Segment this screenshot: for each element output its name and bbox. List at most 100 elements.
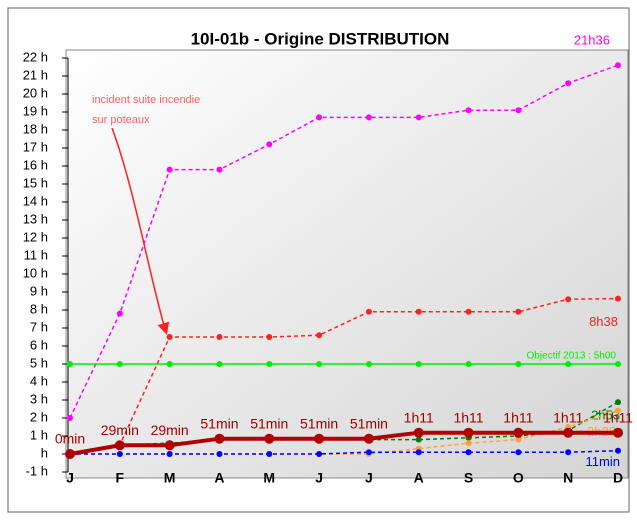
data-label: 0min <box>55 431 85 447</box>
data-point <box>65 449 75 459</box>
data-point <box>515 361 522 367</box>
data-point <box>216 334 223 340</box>
series-line <box>70 449 619 455</box>
x-tick-label: J <box>66 470 74 486</box>
data-point <box>266 361 273 367</box>
y-tick-label: 1 h <box>30 427 48 442</box>
data-point <box>316 451 323 457</box>
y-tick-label: -1 h <box>26 463 48 478</box>
data-point <box>365 449 372 456</box>
x-tick-label: F <box>116 470 125 486</box>
series-line <box>69 64 619 419</box>
y-tick-label: 18 h <box>23 121 48 136</box>
y-tick-label: 7 h <box>30 319 48 334</box>
data-point <box>166 166 173 173</box>
data-point <box>67 415 73 421</box>
y-tick-label: 15 h <box>23 175 48 190</box>
data-point <box>515 449 522 456</box>
data-label: 51min <box>200 415 238 431</box>
data-point <box>314 433 325 444</box>
x-tick-label: N <box>563 470 573 486</box>
y-tick-label: 9 h <box>30 283 48 298</box>
data-point <box>515 308 522 315</box>
y-tick-label: 8 h <box>30 301 48 316</box>
data-point <box>316 361 323 367</box>
x-tick-label: A <box>414 470 424 486</box>
y-tick-label: 19 h <box>23 103 48 118</box>
data-point <box>166 334 173 340</box>
data-label: 51min <box>300 415 338 431</box>
x-tick-label: M <box>263 470 275 486</box>
data-point <box>415 361 422 367</box>
data-point <box>465 449 472 456</box>
y-tick-label: 14 h <box>23 193 48 208</box>
y-tick-label: 17 h <box>23 139 48 154</box>
data-point <box>214 433 225 444</box>
data-point <box>67 361 73 367</box>
plot-area <box>65 49 629 479</box>
series-line <box>69 297 619 455</box>
y-tick-label: 16 h <box>23 157 48 172</box>
data-point <box>116 310 123 317</box>
data-point <box>266 334 273 340</box>
data-point <box>216 166 223 173</box>
data-point <box>615 399 621 406</box>
annotation: incident suite incendie sur poteaux <box>92 94 200 126</box>
data-point <box>216 361 223 367</box>
data-point <box>515 436 522 443</box>
x-tick-label: J <box>315 470 323 486</box>
data-label: 1h11 <box>503 409 533 425</box>
y-tick-label: 13 h <box>23 211 48 226</box>
data-point <box>415 308 422 315</box>
data-point <box>615 361 621 367</box>
y-tick-label: 2 h <box>30 409 48 424</box>
data-point <box>316 332 323 339</box>
data-point <box>615 407 621 414</box>
data-point <box>114 440 125 451</box>
data-label: 11min <box>586 454 620 469</box>
data-point <box>565 449 572 456</box>
data-point <box>465 361 472 367</box>
data-point <box>415 449 422 456</box>
data-point <box>565 296 572 303</box>
data-label: 1h11 <box>553 409 583 425</box>
data-label: Objectif 2013 : 5h00 <box>526 351 616 362</box>
data-point <box>365 308 372 315</box>
data-point <box>266 451 273 457</box>
data-point <box>465 308 472 315</box>
data-label: 8h38 <box>589 314 618 329</box>
data-point <box>116 361 123 367</box>
data-point <box>166 361 173 367</box>
data-label: 51min <box>350 415 388 431</box>
data-point <box>164 440 175 451</box>
data-point <box>365 114 372 121</box>
data-label: 51min <box>250 415 288 431</box>
x-tick-label: D <box>613 470 623 486</box>
data-point <box>316 114 323 121</box>
data-label: 1h11 <box>603 409 633 425</box>
data-point <box>363 433 374 444</box>
data-label: 29min <box>151 422 189 438</box>
y-tick-label: 10 h <box>23 265 48 280</box>
x-tick-label: A <box>214 470 224 486</box>
y-tick-label: 3 h <box>30 391 48 406</box>
data-point <box>565 361 572 367</box>
data-point <box>565 80 572 87</box>
data-point <box>613 427 623 438</box>
y-tick-label: 22 h <box>23 49 48 64</box>
data-point <box>264 433 275 444</box>
data-label: 1h11 <box>404 409 434 425</box>
data-point <box>266 141 273 148</box>
data-point <box>365 361 372 367</box>
x-tick-label: J <box>365 470 373 486</box>
data-label: 1h11 <box>453 409 483 425</box>
y-tick-label: 12 h <box>23 229 48 244</box>
data-label: 29min <box>101 422 139 438</box>
y-tick-label: h <box>41 445 48 460</box>
data-point <box>166 451 173 457</box>
data-point <box>465 440 472 447</box>
data-point <box>116 451 123 457</box>
y-tick-label: 20 h <box>23 85 48 100</box>
